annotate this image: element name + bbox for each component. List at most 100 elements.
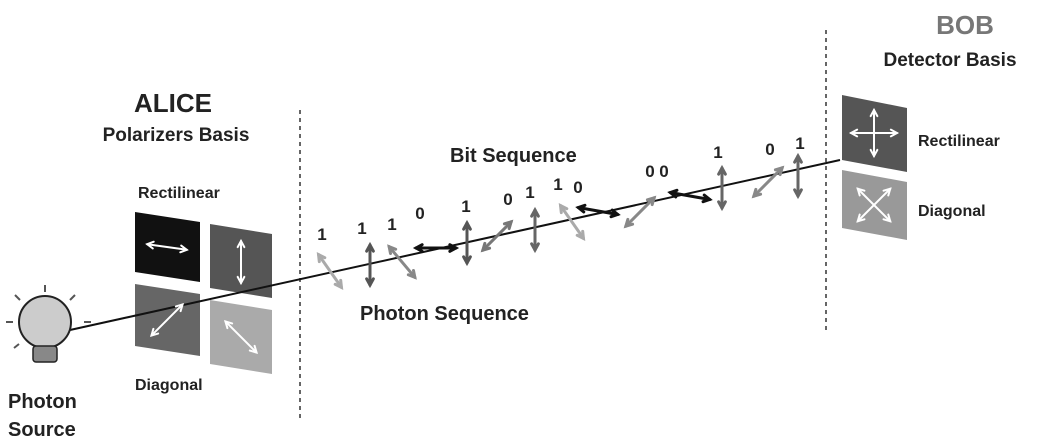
- arrow-head: [333, 278, 344, 290]
- bit: 1: [795, 134, 804, 153]
- arrow-head: [236, 238, 246, 249]
- bit: 0: [503, 190, 512, 209]
- arrow-head: [882, 187, 892, 197]
- alice-subtitle: Polarizers Basis: [103, 125, 250, 146]
- arrow-head: [530, 206, 540, 218]
- alice-rectilinear: Rectilinear: [138, 185, 220, 202]
- arrow-head: [412, 243, 424, 253]
- photon: [558, 203, 586, 241]
- arrow-head: [623, 217, 635, 229]
- arrow-head: [793, 152, 803, 164]
- arrow-head: [848, 128, 859, 138]
- polarizer-arrow: [236, 238, 246, 286]
- arrow-head: [773, 165, 785, 177]
- arrow-head: [179, 244, 189, 254]
- arrow-head: [889, 128, 900, 138]
- photon-beam: [69, 159, 841, 331]
- arrow-head: [480, 241, 492, 253]
- arrow-head: [462, 255, 472, 267]
- arrow-head: [462, 219, 472, 231]
- arrow-head: [248, 344, 259, 355]
- arrow-head: [793, 188, 803, 200]
- arrow-head: [316, 252, 327, 264]
- bit: 1: [553, 175, 562, 194]
- bit-sequence-label: Bit Sequence: [450, 145, 577, 167]
- polarizer-arrow: [223, 319, 259, 355]
- alice-title: ALICE: [134, 88, 212, 118]
- arrow-head: [502, 219, 514, 231]
- arrow-head: [856, 187, 866, 197]
- alice-diagonal: Diagonal: [135, 377, 203, 394]
- arrow-head: [448, 243, 460, 253]
- source-label-1: Photon: [8, 391, 77, 413]
- bit: 1: [387, 215, 396, 234]
- arrow-head: [365, 241, 375, 253]
- photon: [480, 219, 514, 253]
- arrow-head: [530, 242, 540, 254]
- photon: [575, 203, 621, 219]
- arrow-shaft: [150, 303, 184, 337]
- arrow-head: [856, 213, 866, 223]
- arrow-head: [869, 148, 879, 159]
- bit: 0: [573, 178, 582, 197]
- bit: 1: [357, 219, 366, 238]
- bit: 1: [317, 225, 326, 244]
- photon: [462, 219, 472, 267]
- arrow-head: [575, 203, 587, 214]
- arrow-shaft: [856, 187, 892, 223]
- bit: 0: [645, 162, 654, 181]
- bob-rectilinear: Rectilinear: [918, 133, 1000, 150]
- bob-diagonal: Diagonal: [918, 203, 986, 220]
- arrow-head: [882, 213, 892, 223]
- photon: [623, 195, 657, 229]
- photon: [316, 252, 344, 290]
- arrow-head: [751, 187, 763, 199]
- bit: 0: [415, 204, 424, 223]
- arrow-head: [667, 188, 679, 199]
- arrow-head: [609, 208, 621, 219]
- arrow-shaft: [559, 204, 585, 240]
- photon-marks: 1 1 10 1 0 1 1 00 01 0 1: [145, 107, 900, 355]
- arrow-head: [365, 277, 375, 289]
- arrow-head: [174, 302, 185, 313]
- arrow-shaft: [481, 220, 513, 252]
- arrow-shaft: [387, 245, 417, 279]
- arrow-head: [145, 240, 155, 250]
- arrow-head: [558, 203, 569, 215]
- arrow-head: [717, 200, 727, 212]
- arrow-shaft: [224, 320, 258, 354]
- bit: 0: [659, 162, 668, 181]
- arrow-head: [149, 327, 160, 338]
- bit: 1: [525, 183, 534, 202]
- arrow-shaft: [317, 253, 343, 289]
- arrow-head: [223, 319, 234, 330]
- arrow-shaft: [576, 206, 620, 216]
- photon: [412, 243, 460, 253]
- arrow-head: [645, 195, 657, 207]
- detector-arrow: [856, 187, 892, 223]
- detector-arrow: [869, 107, 879, 159]
- photon: [717, 164, 727, 212]
- arrow-shaft: [752, 166, 784, 198]
- bit: 1: [713, 143, 722, 162]
- photon: [793, 152, 803, 200]
- arrow-head: [236, 275, 246, 286]
- bulb: [18, 295, 72, 349]
- photon: [667, 188, 713, 204]
- arrow-head: [575, 229, 586, 241]
- arrow-shaft: [146, 243, 188, 251]
- arrow-head: [406, 268, 417, 280]
- arrow-head: [717, 164, 727, 176]
- photon-sequence-label: Photon Sequence: [360, 303, 529, 325]
- arrow-head: [869, 107, 879, 118]
- bulb-rays: [6, 285, 91, 349]
- arrow-head: [701, 193, 713, 204]
- photon: [751, 165, 785, 199]
- arrow-head: [387, 244, 398, 256]
- photon: [530, 206, 540, 254]
- photon: [387, 244, 417, 280]
- bit: 1: [461, 197, 470, 216]
- arrow-shaft: [668, 191, 712, 201]
- polarizer-arrow: [149, 302, 185, 338]
- bob-subtitle: Detector Basis: [883, 50, 1016, 71]
